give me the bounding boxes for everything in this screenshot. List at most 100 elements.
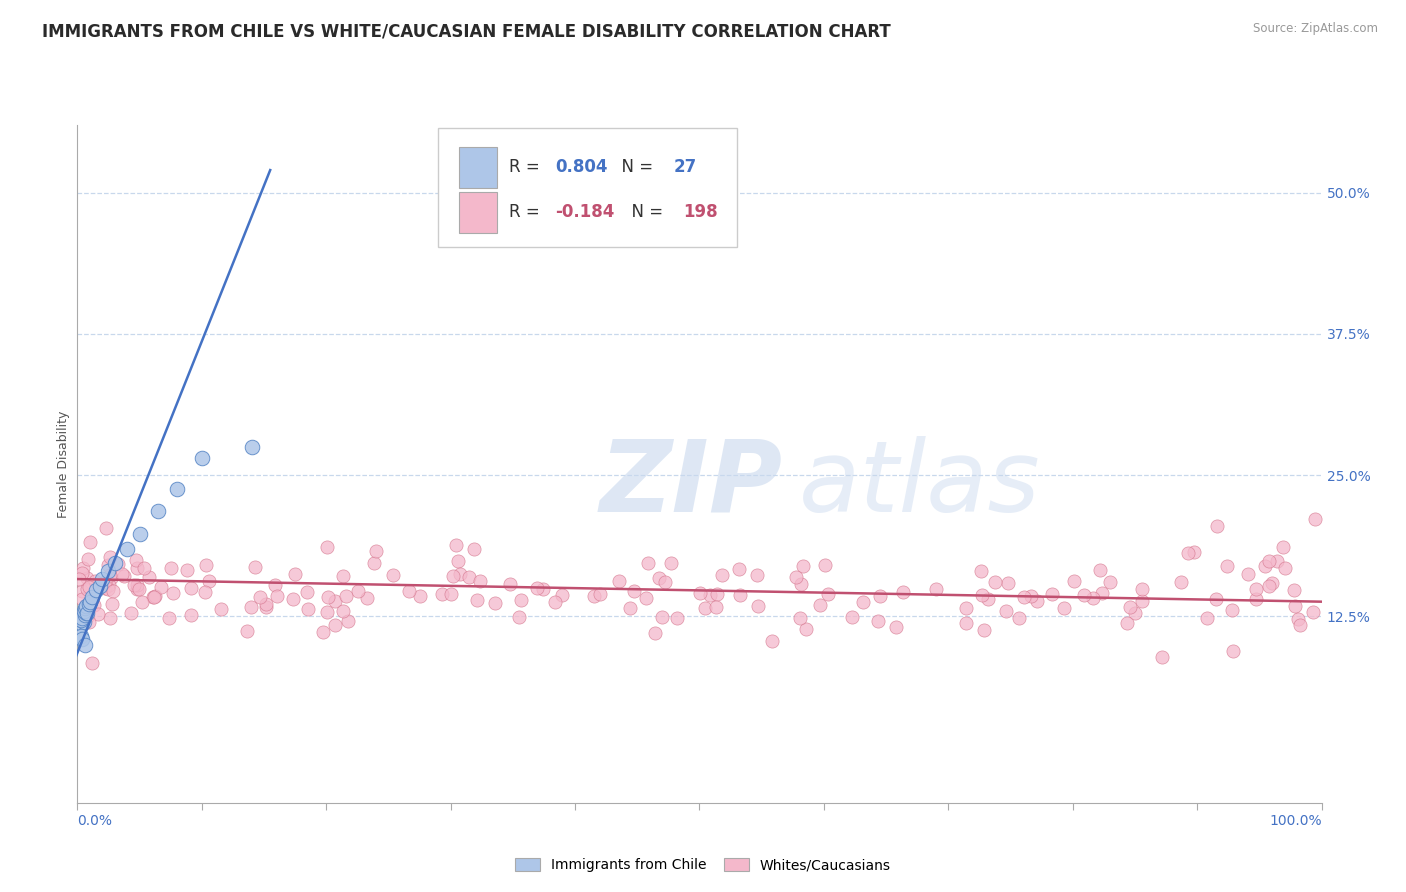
Point	[634, 591, 657, 605]
Point	[70, 566, 93, 581]
Point	[745, 568, 768, 582]
Point	[699, 589, 721, 603]
Point	[323, 594, 346, 608]
Point	[176, 563, 198, 577]
Legend: Immigrants from Chile, Whites/Caucasians: Immigrants from Chile, Whites/Caucasians	[510, 853, 896, 878]
Point	[995, 604, 1018, 618]
Point	[761, 633, 783, 648]
Point	[970, 588, 993, 602]
Text: 0.804: 0.804	[555, 159, 607, 177]
Point	[138, 570, 160, 584]
Point	[1284, 599, 1306, 613]
Point	[1272, 540, 1295, 554]
Point	[984, 575, 1007, 590]
Point	[80, 594, 103, 608]
Point	[644, 626, 666, 640]
Point	[1081, 591, 1104, 605]
Point	[869, 590, 891, 604]
Point	[73, 601, 96, 615]
Point	[1257, 554, 1279, 568]
Point	[198, 574, 221, 589]
Point	[79, 595, 101, 609]
Point	[976, 591, 998, 606]
Point	[143, 589, 166, 603]
Point	[619, 601, 641, 615]
Point	[180, 608, 202, 623]
Point	[1303, 512, 1326, 526]
Point	[75, 606, 97, 620]
Point	[1025, 594, 1047, 608]
Point	[648, 571, 671, 585]
Point	[209, 602, 232, 616]
Point	[72, 607, 94, 622]
Point	[100, 549, 122, 564]
Point	[127, 582, 149, 597]
Point	[124, 577, 146, 591]
Point	[240, 440, 263, 454]
Point	[115, 541, 138, 556]
Point	[77, 597, 100, 611]
Point	[363, 557, 385, 571]
Point	[97, 558, 120, 573]
Point	[103, 584, 125, 599]
Point	[72, 617, 94, 632]
Point	[441, 568, 464, 582]
Point	[1042, 587, 1064, 601]
Point	[468, 574, 491, 589]
Point	[1274, 561, 1296, 575]
Point	[75, 599, 97, 614]
Point	[111, 567, 134, 582]
Point	[1261, 576, 1284, 591]
Text: 198: 198	[683, 203, 718, 221]
Point	[254, 598, 277, 612]
Point	[72, 561, 94, 575]
Point	[323, 617, 346, 632]
Point	[281, 591, 304, 606]
Point	[498, 577, 520, 591]
Point	[808, 599, 831, 613]
Point	[84, 574, 107, 588]
Point	[1119, 600, 1142, 615]
Point	[79, 535, 101, 549]
Point	[589, 587, 612, 601]
Point	[249, 591, 271, 605]
FancyBboxPatch shape	[460, 192, 496, 233]
Point	[727, 562, 749, 576]
Point	[82, 590, 104, 604]
Text: atlas: atlas	[799, 435, 1040, 533]
Point	[72, 592, 94, 607]
Text: 0.0%: 0.0%	[77, 814, 112, 828]
Point	[266, 589, 288, 603]
Point	[706, 587, 728, 601]
Point	[87, 607, 110, 621]
Point	[97, 578, 120, 592]
Point	[526, 581, 548, 595]
Point	[446, 554, 468, 568]
Point	[98, 568, 121, 582]
Point	[316, 591, 339, 605]
Point	[335, 589, 357, 603]
Point	[312, 625, 335, 640]
Point	[254, 600, 277, 615]
Point	[76, 606, 98, 620]
Point	[72, 632, 94, 646]
Point	[101, 597, 124, 611]
Point	[1302, 605, 1324, 619]
Point	[1289, 618, 1312, 632]
Point	[728, 588, 751, 602]
Point	[747, 599, 769, 614]
Point	[1019, 589, 1042, 603]
Point	[97, 564, 120, 578]
Point	[297, 602, 319, 616]
Text: N =: N =	[612, 159, 658, 177]
Point	[91, 572, 114, 586]
Point	[817, 587, 839, 601]
Point	[484, 596, 506, 610]
Point	[449, 567, 471, 582]
Point	[1205, 591, 1227, 606]
Point	[142, 591, 165, 605]
Point	[98, 610, 121, 624]
Point	[70, 584, 93, 599]
Point	[157, 610, 180, 624]
Point	[1099, 575, 1122, 590]
